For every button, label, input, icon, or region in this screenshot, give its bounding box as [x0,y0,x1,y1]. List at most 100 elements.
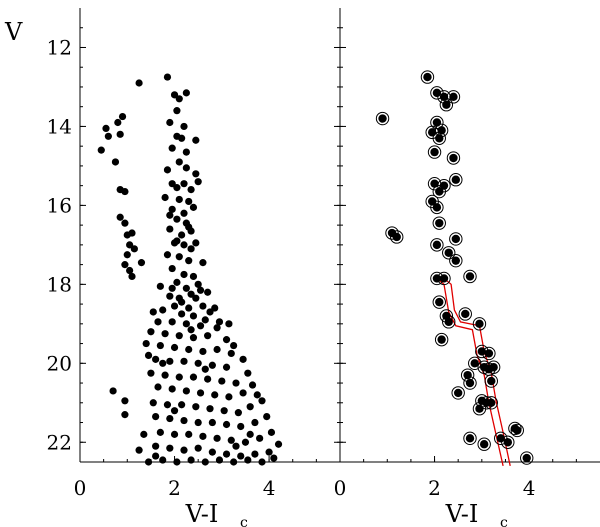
data-point [258,458,266,466]
data-point [178,298,186,306]
member-point [392,232,401,242]
data-point [211,304,219,312]
data-point [251,450,259,458]
data-point [206,405,214,413]
x-tick-label: 0 [74,476,87,500]
y-tick-label: 16 [47,193,72,217]
member-ring [442,315,456,329]
data-point [109,387,117,395]
data-point [180,270,188,279]
member-ring [484,374,498,388]
data-point [185,430,193,438]
data-point [270,454,278,462]
data-point [180,122,188,131]
data-point [170,407,179,415]
data-point [175,253,183,261]
data-point [189,203,198,211]
x-axis-label-subscript: c [500,515,508,527]
y-axis-label: V [4,18,23,46]
member-ring [472,317,487,331]
data-point [142,339,150,348]
data-point [178,310,186,318]
data-point [137,259,146,267]
data-point [147,328,155,336]
member-point [487,398,496,407]
member-ring [375,111,390,126]
data-point [241,438,250,446]
data-point [185,223,193,231]
member-point [522,453,531,463]
data-point [170,302,179,310]
member-ring [472,402,487,416]
data-point [97,146,105,154]
data-point [144,351,153,360]
data-point [187,245,195,253]
x-tick-label: 2 [168,476,181,500]
data-point [170,91,179,99]
member-point [430,147,439,157]
data-point [185,257,193,265]
data-point [128,229,136,237]
data-point [168,385,176,393]
data-point [234,409,242,417]
data-point [194,444,202,452]
y-tick-label: 18 [47,272,72,296]
member-point [427,197,437,206]
data-point [213,345,221,354]
data-point [185,197,193,206]
data-point [227,436,235,444]
data-point [239,389,247,397]
data-point [152,355,160,363]
x-axis-label-subscript: c [240,515,248,527]
data-point [196,322,205,330]
data-point [111,158,120,166]
data-point [199,347,207,356]
member-ring [430,238,444,252]
data-point [121,397,129,405]
member-ring [463,431,477,446]
data-point [173,107,181,115]
member-point [487,376,496,386]
member-point [435,187,444,196]
data-point [128,272,136,281]
data-point [168,205,176,213]
data-point [182,320,190,328]
x-tick-label: 2 [428,476,441,500]
data-point [192,170,200,178]
data-point [248,381,257,389]
member-point [463,370,472,380]
data-point [178,401,186,409]
member-point [484,349,494,358]
member-ring [486,360,501,374]
x-tick-label: 4 [523,476,536,500]
data-point [208,418,216,427]
data-point [194,359,202,367]
data-point [180,357,188,365]
member-point [432,240,442,250]
data-point [182,89,190,97]
data-point [156,282,164,290]
data-point [175,332,183,340]
member-point [449,153,458,163]
data-point [166,357,174,365]
member-point [453,388,463,398]
data-point [204,332,212,340]
data-point [173,215,181,223]
member-point [451,234,461,244]
data-point [258,397,266,405]
member-point [435,218,444,228]
data-point [192,403,200,411]
member-point [479,440,489,449]
data-point [220,407,228,415]
member-point [444,317,453,327]
data-point [130,245,138,253]
member-point [439,274,449,283]
data-point [144,458,153,466]
data-point [222,420,231,429]
member-ring [510,423,524,438]
data-point [185,304,193,312]
data-point [170,343,179,352]
member-ring [432,131,446,145]
member-ring [451,386,465,400]
